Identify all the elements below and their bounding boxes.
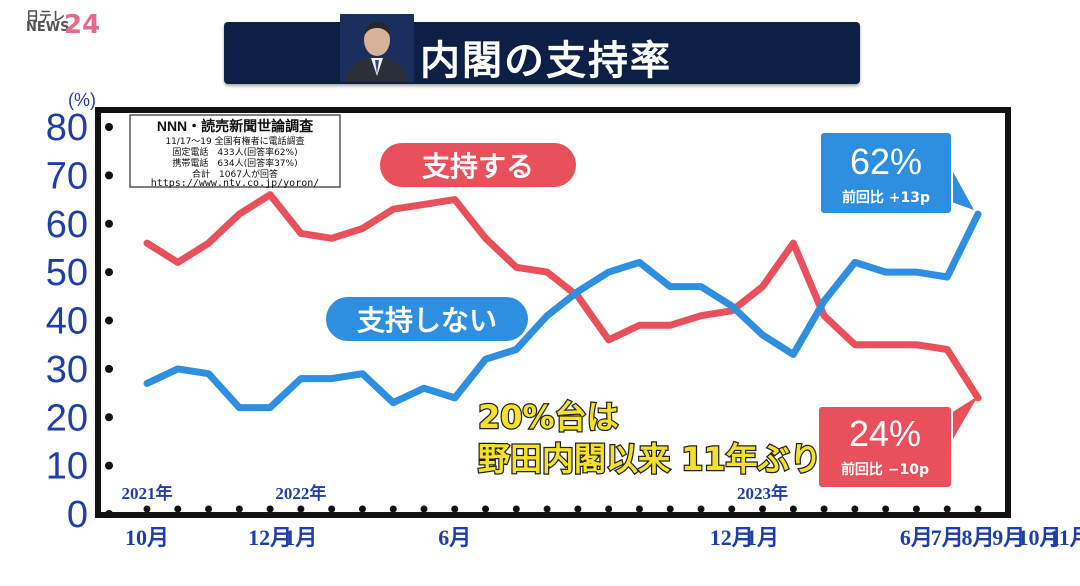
x-tick-dot [789, 505, 797, 513]
ntv-news24-logo: 日テレ NEWS 24 [26, 6, 100, 40]
x-tick-dot [235, 505, 243, 513]
disapprove-label-text: 支持しない [357, 304, 497, 337]
x-tick-dot [543, 505, 551, 513]
y-tick-label: 50 [46, 252, 88, 294]
note-line2: 野田内閣以来 11年ぶり [478, 440, 822, 478]
x-tick-label: 9月 [992, 525, 1025, 550]
x-tick-dot [512, 505, 520, 513]
y-tick-label: 80 [46, 107, 88, 149]
series-lines [143, 191, 982, 412]
survey-info-box: NNN・読売新聞世論調査 11/17〜19 全国有権者に電話調査 固定電話 43… [129, 114, 341, 189]
y-tick-label: 40 [46, 301, 88, 343]
support-callout-value: 24% [849, 413, 921, 454]
x-tick-dot [451, 505, 459, 513]
year-labels: 2021年 2022年 2023年 [122, 483, 789, 503]
x-tick-dot [912, 505, 920, 513]
y-tick-dot [105, 171, 113, 180]
x-tick-dot [420, 505, 428, 513]
disapprove-label: 支持しない [326, 297, 528, 341]
y-tick-label: 20 [46, 397, 88, 439]
title-banner [224, 22, 860, 84]
support-label-text: 支持する [422, 150, 534, 183]
x-tick-label: 11月 [1049, 525, 1080, 550]
y-tick-label: 10 [46, 446, 88, 488]
x-tick-dot [358, 505, 366, 513]
logo-line2: NEWS [26, 20, 70, 35]
survey-url: https://www.ntv.co.jp/yoron/ [151, 178, 320, 189]
x-tick-label: 7月 [931, 525, 964, 550]
disapprove-series-line [143, 210, 982, 412]
x-tick-dot [174, 505, 182, 513]
chart-title: 内閣の支持率 [420, 38, 672, 84]
x-tick-label: 6月 [900, 525, 933, 550]
logo-line1: 日テレ [26, 10, 66, 25]
x-axis: 10月12月1月6月12月1月6月7月8月9月10月11月 [125, 505, 1080, 550]
x-tick-dot [851, 505, 859, 513]
survey-line: 合計 1067人が回答 [192, 168, 278, 180]
x-tick-dot [605, 505, 613, 513]
y-axis-unit: (%) [68, 90, 96, 110]
x-tick-dot [328, 505, 336, 513]
y-tick-label: 70 [46, 155, 88, 197]
disapprove-callout: 62% 前回比 +13p [819, 131, 974, 215]
disapprove-callout-change: 前回比 +13p [842, 189, 930, 206]
year-label: 2021年 [122, 483, 173, 503]
survey-line: 固定電話 433人(回答率62%) [172, 146, 297, 158]
x-tick-label: 10月 [1018, 525, 1062, 550]
x-tick-dot [482, 505, 490, 513]
prime-minister-portrait [340, 14, 414, 82]
note-line1: 20%台は [478, 398, 619, 436]
support-callout: 24% 前回比 −10p [817, 396, 978, 489]
x-tick-dot [882, 505, 890, 513]
logo-number: 24 [64, 10, 101, 40]
x-tick-dot [666, 505, 674, 513]
y-tick-dot [105, 364, 113, 373]
y-tick-dot [105, 123, 113, 131]
x-tick-dot [820, 505, 828, 513]
year-label: 2022年 [275, 483, 326, 503]
x-tick-dot [943, 505, 951, 513]
support-label: 支持する [380, 143, 576, 187]
support-callout-change: 前回比 −10p [841, 461, 929, 478]
y-tick-dot [105, 219, 113, 228]
y-tick-label: 60 [46, 204, 88, 246]
year-label: 2023年 [737, 483, 788, 503]
x-tick-label: 12月 [248, 525, 292, 550]
x-tick-dot [728, 505, 736, 513]
y-tick-dot [105, 461, 113, 470]
survey-line: 11/17〜19 全国有権者に電話調査 [165, 135, 304, 147]
x-tick-label: 1月 [284, 525, 317, 550]
x-tick-dot [205, 505, 213, 513]
x-tick-dot [697, 505, 705, 513]
x-tick-label: 8月 [961, 525, 994, 550]
x-tick-dot [266, 505, 274, 513]
y-tick-dot [105, 413, 113, 422]
x-tick-label: 10月 [125, 525, 169, 550]
y-tick-dot [105, 510, 113, 518]
x-tick-dot [389, 505, 397, 513]
y-tick-label: 30 [46, 349, 88, 391]
x-tick-dot [297, 505, 305, 513]
x-tick-label: 12月 [710, 525, 754, 550]
support-series-line [143, 191, 982, 402]
y-tick-dot [105, 268, 113, 277]
x-tick-dot [574, 505, 582, 513]
annotation-note: 20%台は 野田内閣以来 11年ぶり [477, 397, 823, 480]
disapprove-callout-value: 62% [850, 141, 922, 182]
survey-title: NNN・読売新聞世論調査 [157, 118, 314, 134]
y-axis: 0 10 20 30 40 50 60 70 80 [46, 107, 113, 536]
y-tick-dot [105, 316, 113, 325]
survey-line: 携帯電話 634人(回答率37%) [172, 157, 297, 169]
y-tick-label: 0 [67, 494, 88, 536]
x-tick-dot [635, 505, 643, 513]
x-tick-dot [974, 505, 982, 513]
x-tick-dot [143, 505, 151, 513]
x-tick-dot [759, 505, 767, 513]
x-tick-label: 6月 [438, 525, 471, 550]
x-tick-label: 1月 [746, 525, 779, 550]
